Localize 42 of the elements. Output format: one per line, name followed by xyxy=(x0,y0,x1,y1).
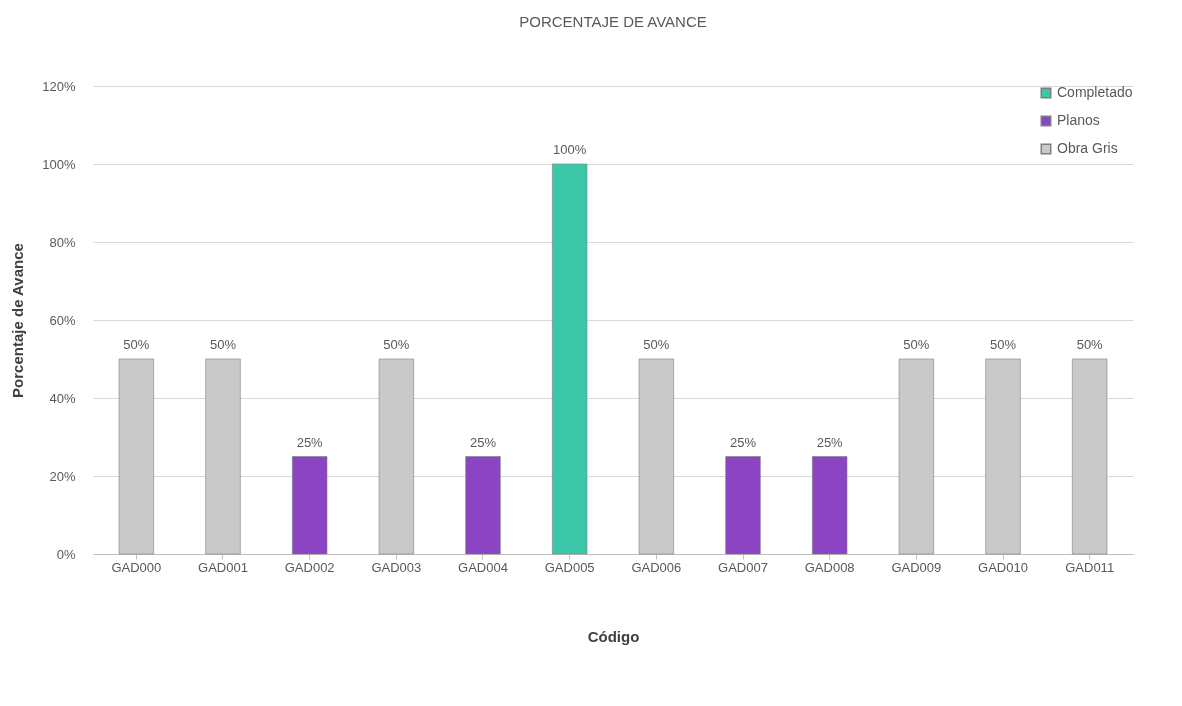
y-tick-label: 0% xyxy=(56,546,76,562)
y-tick-label: 100% xyxy=(42,156,76,172)
data-label: 25% xyxy=(816,434,844,450)
data-label: 50% xyxy=(903,337,930,352)
x-axis-title: Código xyxy=(587,627,640,645)
x-tick-label: GAD009 xyxy=(891,559,942,575)
y-tick-label: 20% xyxy=(49,468,76,484)
data-label: 50% xyxy=(989,337,1017,352)
x-tick-label: GAD007 xyxy=(718,559,768,575)
data-label: 25% xyxy=(729,434,757,450)
legend-label: Completado xyxy=(1057,84,1133,100)
legend-label: Obra Gris xyxy=(1057,140,1118,156)
y-tick-label: 60% xyxy=(49,312,76,328)
y-tick-label: 80% xyxy=(49,234,76,250)
data-label: 25% xyxy=(469,434,497,450)
data-label: 25% xyxy=(296,434,324,450)
x-tick-label: GAD005 xyxy=(544,559,595,575)
legend-label: Planos xyxy=(1057,112,1100,128)
bar xyxy=(552,163,588,555)
data-label: 50% xyxy=(643,337,670,352)
data-label: 50% xyxy=(123,337,150,352)
data-label: 50% xyxy=(209,337,237,352)
chart-title: PORCENTAJE DE AVANCE xyxy=(519,13,707,30)
data-label: 50% xyxy=(383,337,410,352)
x-tick-label: GAD001 xyxy=(198,559,248,575)
x-tick-label: GAD008 xyxy=(804,559,855,575)
y-tick-label: 120% xyxy=(42,78,76,94)
x-tick-label: GAD006 xyxy=(631,559,682,575)
x-tick-label: GAD003 xyxy=(371,559,422,575)
y-tick-label: 40% xyxy=(49,390,76,406)
bar xyxy=(465,456,501,555)
bar xyxy=(812,456,848,555)
x-tick-label: GAD010 xyxy=(978,559,1028,575)
x-tick-label: GAD002 xyxy=(284,559,335,575)
data-label: 50% xyxy=(1076,337,1104,352)
x-tick-label: GAD000 xyxy=(111,559,162,575)
x-tick-label: GAD011 xyxy=(1065,559,1115,575)
bar xyxy=(292,456,328,555)
x-tick-label: GAD004 xyxy=(458,559,508,575)
y-axis-title: Porcentaje de Avance xyxy=(9,243,27,398)
data-label: 100% xyxy=(553,142,587,157)
bar xyxy=(725,456,761,555)
